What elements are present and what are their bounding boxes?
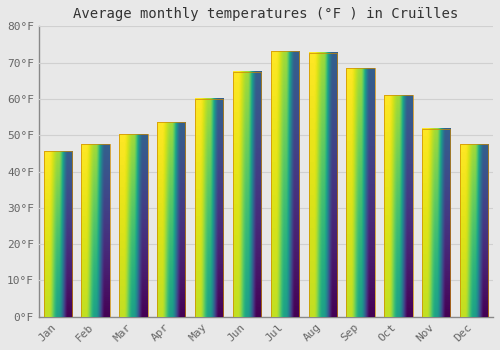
Title: Average monthly temperatures (°F ) in Cruïlles: Average monthly temperatures (°F ) in Cr… [74, 7, 458, 21]
